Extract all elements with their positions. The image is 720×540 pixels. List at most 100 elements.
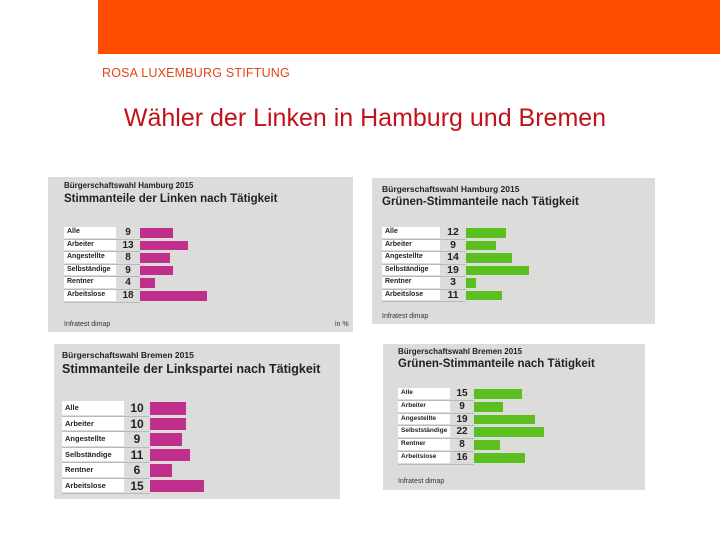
row-divider bbox=[62, 446, 150, 448]
row-divider bbox=[398, 463, 474, 465]
panel-source: Infratest dimap bbox=[382, 313, 429, 320]
row-divider bbox=[62, 493, 150, 494]
panel-heading: Stimmanteile der Linken nach Tätigkeit bbox=[64, 193, 278, 205]
bar bbox=[140, 265, 174, 276]
panel-unit: in % bbox=[335, 321, 349, 328]
row-label: Alle bbox=[64, 227, 116, 238]
panel-source: Infratest dimap bbox=[398, 478, 445, 485]
bar bbox=[466, 265, 529, 275]
row-value: 13 bbox=[122, 239, 134, 251]
row-label: Selbstständige bbox=[398, 426, 450, 438]
row-divider bbox=[382, 251, 466, 252]
row-value: 22 bbox=[456, 426, 468, 438]
bar bbox=[140, 253, 170, 263]
row-divider bbox=[382, 263, 466, 265]
row-divider bbox=[398, 438, 474, 440]
row-value: 10 bbox=[130, 416, 144, 431]
panel-subtitle: Bürgerschaftswahl Bremen 2015 bbox=[62, 350, 194, 360]
bar bbox=[474, 427, 545, 438]
row-value: 9 bbox=[133, 432, 141, 446]
row-divider bbox=[62, 462, 150, 463]
row-value: 9 bbox=[450, 238, 456, 251]
row-label: Selbständige bbox=[62, 447, 124, 461]
row-label: Rentner bbox=[398, 439, 450, 450]
bar bbox=[474, 401, 503, 412]
bar bbox=[466, 278, 476, 288]
bar bbox=[140, 228, 174, 238]
row-label: Angestellte bbox=[382, 252, 440, 263]
row-divider bbox=[64, 301, 140, 303]
bar bbox=[474, 453, 526, 463]
row-value: 12 bbox=[447, 226, 459, 238]
row-value: 3 bbox=[450, 276, 456, 288]
row-divider bbox=[398, 450, 474, 452]
row-label: Rentner bbox=[382, 277, 440, 288]
slide-title: Wähler der Linken in Hamburg und Bremen bbox=[123, 104, 607, 132]
row-value: 14 bbox=[447, 251, 459, 263]
bar bbox=[466, 253, 513, 263]
panel-bremen-gruene: Bürgerschaftswahl Bremen 2015 Grünen-Sti… bbox=[383, 344, 645, 490]
row-label: Angestellte bbox=[398, 413, 450, 425]
row-label: Arbeiter bbox=[398, 400, 450, 412]
row-divider bbox=[382, 238, 466, 240]
bar bbox=[140, 240, 189, 251]
bar bbox=[140, 278, 155, 288]
panel-source: Infratest dimap bbox=[64, 321, 111, 328]
panel-heading: Grünen-Stimmanteile nach Tätigkeit bbox=[398, 358, 595, 370]
row-label: Arbeitslose bbox=[64, 290, 116, 301]
bar bbox=[474, 389, 522, 399]
row-label: Arbeiter bbox=[62, 416, 124, 430]
bar bbox=[474, 414, 535, 425]
bar bbox=[150, 402, 186, 415]
row-value: 9 bbox=[125, 264, 131, 276]
row-value: 9 bbox=[459, 400, 465, 412]
row-value: 19 bbox=[447, 263, 459, 276]
row-label: Alle bbox=[398, 388, 450, 399]
bar bbox=[466, 290, 503, 300]
bar bbox=[150, 448, 190, 461]
row-label: Arbeiter bbox=[64, 239, 116, 251]
row-divider bbox=[382, 276, 466, 277]
row-label: Alle bbox=[382, 227, 440, 238]
brand-name: ROSA LUXEMBURG STIFTUNG bbox=[102, 66, 290, 80]
bar bbox=[474, 440, 500, 450]
row-value: 9 bbox=[125, 227, 131, 238]
row-divider bbox=[398, 412, 474, 414]
row-label: Rentner bbox=[64, 277, 116, 288]
row-label: Arbeitslose bbox=[62, 478, 124, 492]
row-label: Alle bbox=[62, 401, 124, 415]
row-value: 11 bbox=[447, 288, 459, 301]
row-divider bbox=[62, 477, 150, 479]
row-value: 16 bbox=[456, 452, 468, 463]
row-label: Arbeitslose bbox=[382, 289, 440, 300]
row-value: 18 bbox=[122, 290, 134, 301]
panel-subtitle: Bürgerschaftswahl Hamburg 2015 bbox=[64, 181, 194, 190]
row-label: Angestellte bbox=[62, 432, 124, 446]
bar bbox=[150, 464, 172, 477]
row-value: 4 bbox=[125, 277, 131, 289]
row-divider bbox=[62, 415, 150, 417]
row-value: 6 bbox=[133, 463, 141, 477]
row-divider bbox=[398, 425, 474, 427]
row-label: Angestellte bbox=[64, 252, 116, 263]
row-divider bbox=[382, 301, 466, 302]
row-value: 10 bbox=[130, 401, 144, 415]
row-divider bbox=[64, 251, 140, 253]
top-accent-bar bbox=[98, 0, 720, 54]
bar bbox=[150, 417, 186, 430]
row-value: 11 bbox=[130, 447, 144, 462]
row-divider bbox=[64, 238, 140, 240]
row-divider bbox=[64, 276, 140, 278]
row-divider bbox=[382, 288, 466, 290]
row-value: 15 bbox=[130, 478, 144, 493]
panel-bremen-linke: Bürgerschaftswahl Bremen 2015 Stimmantei… bbox=[54, 344, 340, 499]
row-label: Arbeitslose bbox=[398, 452, 450, 463]
bar bbox=[150, 433, 183, 446]
panel-hamburg-gruene: Bürgerschaftswahl Hamburg 2015 Grünen-St… bbox=[372, 178, 655, 324]
panel-heading: Stimmanteile der Linkspartei nach Tätigk… bbox=[62, 362, 321, 376]
row-label: Arbeiter bbox=[382, 239, 440, 250]
row-value: 19 bbox=[456, 413, 468, 425]
row-value: 8 bbox=[125, 252, 131, 264]
panel-subtitle: Bürgerschaftswahl Bremen 2015 bbox=[398, 347, 523, 356]
row-value: 8 bbox=[459, 439, 465, 451]
